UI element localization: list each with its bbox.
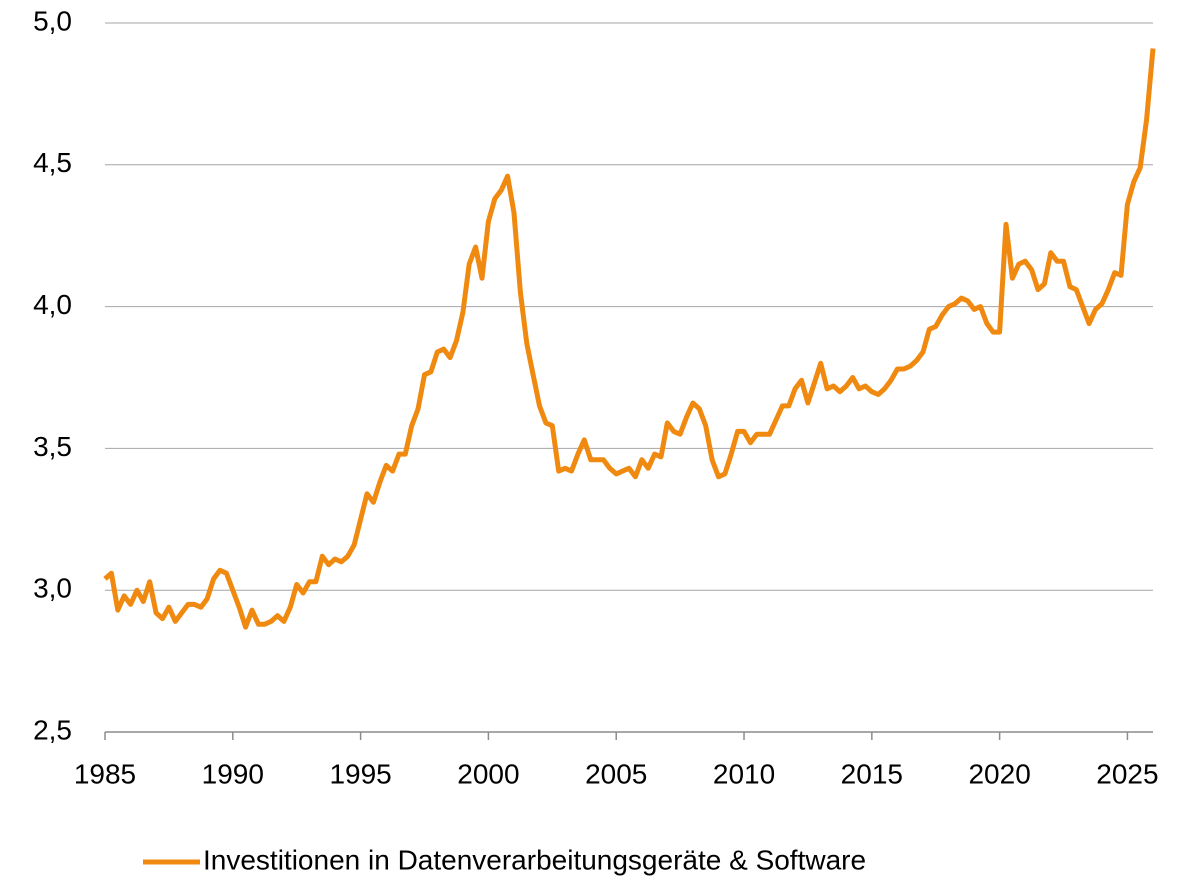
data-line bbox=[103, 48, 1156, 630]
y-tick-label: 4,5 bbox=[33, 147, 72, 178]
x-tick-label: 1985 bbox=[74, 758, 136, 789]
x-tick-label: 2015 bbox=[841, 758, 903, 789]
y-tick-label: 2,5 bbox=[33, 714, 72, 745]
y-tick-label: 5,0 bbox=[33, 5, 72, 36]
x-tick-label: 2005 bbox=[585, 758, 647, 789]
y-tick-label: 3,0 bbox=[33, 573, 72, 604]
x-tick-label: 2025 bbox=[1096, 758, 1158, 789]
x-tick-label: 1990 bbox=[202, 758, 264, 789]
legend-label: Investitionen in Datenverarbeitungsgerät… bbox=[203, 844, 866, 875]
x-tick-label: 2020 bbox=[968, 758, 1030, 789]
x-tick-label: 2010 bbox=[713, 758, 775, 789]
y-tick-label: 4,0 bbox=[33, 289, 72, 320]
x-tick-label: 2000 bbox=[457, 758, 519, 789]
y-tick-label: 3,5 bbox=[33, 431, 72, 462]
x-tick-label: 1995 bbox=[329, 758, 391, 789]
